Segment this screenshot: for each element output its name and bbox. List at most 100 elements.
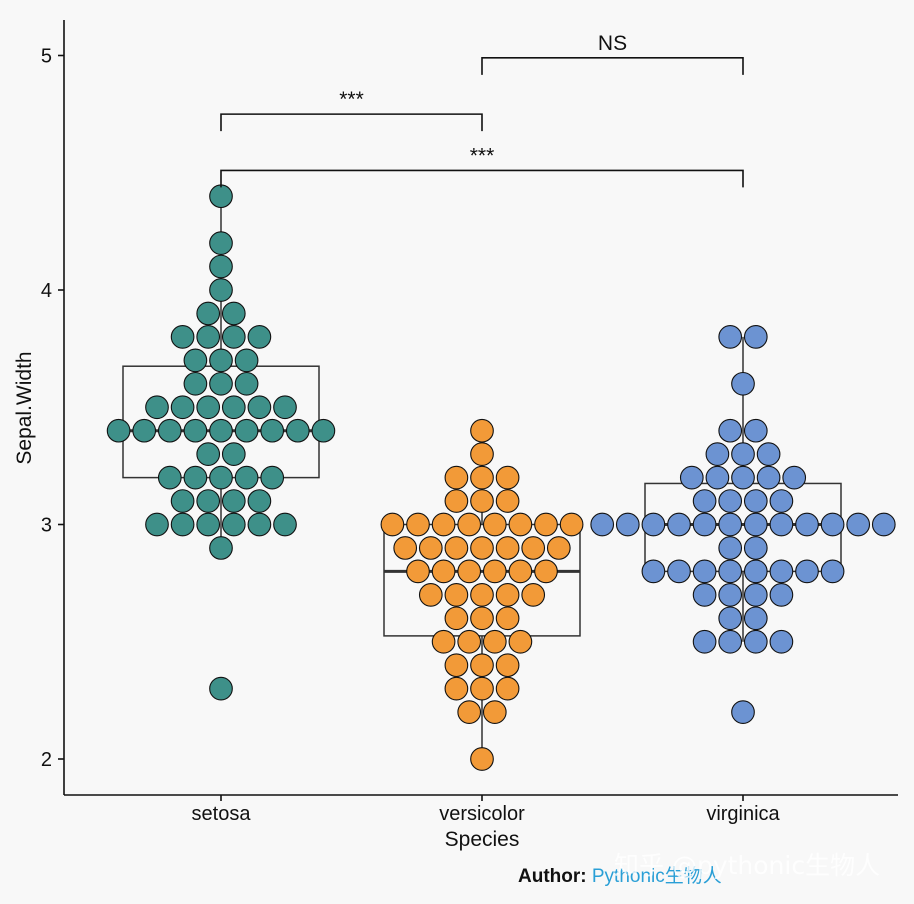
data-point [718,559,743,584]
data-point [718,489,743,513]
data-point [209,184,233,209]
data-point [482,629,507,654]
y-tick-label: 2 [41,749,52,771]
data-point [718,582,743,607]
data-point [444,489,469,513]
data-point [273,512,297,537]
data-point [157,418,182,443]
data-point [470,442,494,467]
data-points [106,184,896,771]
data-point [871,512,896,537]
data-point [183,418,208,443]
data-point [692,489,717,513]
data-point [470,536,494,560]
data-point [718,606,743,631]
data-point [692,629,717,654]
data-point [157,465,182,490]
significance-bracket [220,113,483,132]
data-point [457,559,482,584]
data-point [247,395,272,420]
data-point [495,582,520,607]
data-point [495,489,520,513]
data-point [196,489,221,513]
data-point [692,582,717,607]
data-point [667,512,691,537]
data-point [418,536,443,560]
data-point [221,489,246,513]
data-point [743,418,768,443]
significance-label: *** [470,144,495,167]
data-point [795,559,819,584]
data-point [196,301,221,326]
data-point [769,489,794,513]
data-point [508,559,533,584]
data-point [431,629,456,654]
data-point [145,395,169,420]
data-point [221,301,246,326]
data-point [679,465,704,490]
data-point [495,465,520,490]
data-point [234,348,259,373]
significance-label: NS [598,32,627,55]
data-point [615,512,640,537]
data-point [470,465,494,490]
data-point [641,559,666,584]
data-point [406,559,430,584]
data-point [380,512,405,537]
data-point [590,512,615,537]
data-point [743,325,768,349]
data-point [234,371,259,396]
data-point [209,254,233,279]
data-point [209,536,233,560]
data-point [444,676,469,701]
data-point [495,676,520,701]
data-point [234,465,259,490]
data-point [470,747,494,771]
data-point [534,512,558,537]
data-point [196,512,221,537]
data-point [457,700,482,724]
author-label: Author: [518,866,587,887]
data-point [743,536,768,560]
data-point [170,325,195,349]
data-point [820,512,845,537]
data-point [196,395,221,420]
data-point [731,442,755,467]
y-tick-label: 4 [41,280,52,302]
data-point [209,348,233,373]
data-point [795,512,819,537]
data-point [260,465,285,490]
y-ticks: 2 3 4 5 [41,46,64,771]
data-point [221,442,246,467]
data-point [705,465,730,490]
significance-label: *** [339,88,364,111]
data-point [209,278,233,302]
data-point [209,676,233,701]
data-point [769,582,794,607]
data-point [209,465,233,490]
data-point [470,582,494,607]
data-point [769,629,794,654]
watermark: 知乎 @pythonic生物人 [614,851,881,880]
data-point [170,512,195,537]
data-point [221,395,246,420]
data-point [718,629,743,654]
data-point [196,442,221,467]
significance-bracket [481,57,744,75]
data-point [756,442,781,467]
data-point [743,606,768,631]
data-point [145,512,169,537]
data-point [508,512,533,537]
data-point [209,418,233,443]
x-axis-title: Species [445,828,520,851]
y-tick-label: 5 [41,46,52,68]
y-tick-label: 3 [41,515,52,537]
data-point [521,582,546,607]
data-point [546,536,571,560]
data-point [769,559,794,584]
data-point [470,653,494,678]
data-point [311,418,336,443]
data-point [106,418,131,443]
data-point [247,489,272,513]
